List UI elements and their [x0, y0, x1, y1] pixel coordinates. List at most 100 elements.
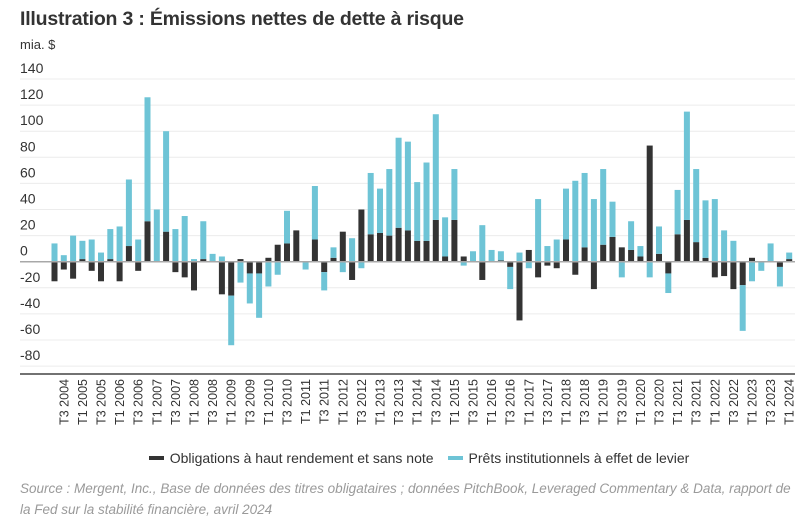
x-tick-label: T3 2005 [95, 379, 109, 425]
x-tick-label: T1 2007 [150, 379, 164, 425]
x-tick-label: T1 2013 [374, 379, 388, 425]
bar-high-yield [423, 240, 430, 262]
bar-leveraged-loans [218, 256, 225, 262]
bar-leveraged-loans [135, 239, 142, 262]
x-tick-label: T1 2021 [671, 379, 685, 425]
bar-leveraged-loans [497, 251, 504, 261]
bar-leveraged-loans [767, 243, 774, 262]
bar-high-yield [311, 239, 318, 262]
x-tick-label: T3 2018 [578, 379, 592, 425]
y-tick-label: 60 [20, 164, 36, 180]
bar-high-yield [116, 261, 123, 282]
bar-leveraged-loans [683, 111, 690, 220]
bar-leveraged-loans [442, 217, 449, 257]
y-tick-label: 120 [20, 86, 44, 102]
x-tick-label: T1 2014 [411, 379, 425, 425]
bar-leveraged-loans [349, 238, 356, 262]
bar-leveraged-loans [590, 199, 597, 262]
x-tick-label: T1 2019 [597, 379, 611, 425]
bar-high-yield [553, 261, 560, 269]
x-tick-label: T1 2005 [76, 379, 90, 425]
bar-leveraged-loans [191, 259, 197, 262]
bar-leveraged-loans [553, 239, 560, 262]
x-tick-label: T1 2011 [299, 379, 313, 424]
bar-leveraged-loans [646, 261, 653, 278]
bar-high-yield [460, 256, 467, 262]
bar-high-yield [702, 257, 709, 262]
bar-high-yield [293, 230, 300, 262]
bar-high-yield [730, 261, 737, 290]
bar-leveraged-loans [70, 235, 77, 262]
x-tick-label: T3 2008 [206, 379, 220, 425]
bar-leveraged-loans [525, 261, 532, 269]
bar-high-yield [98, 261, 104, 282]
bar-high-yield [479, 261, 486, 280]
bar-high-yield [711, 261, 718, 278]
bar-leveraged-loans [758, 261, 765, 271]
x-tick-label: T3 2011 [318, 379, 332, 424]
bar-high-yield [674, 234, 681, 262]
x-tick-label: T3 2017 [541, 379, 555, 425]
bar-leveraged-loans [776, 266, 783, 287]
bar-high-yield [590, 261, 597, 290]
x-tick-label: T3 2015 [467, 379, 481, 425]
bar-high-yield [349, 261, 356, 280]
bar-high-yield [256, 261, 263, 274]
bar-high-yield [516, 261, 523, 321]
bar-high-yield [395, 227, 402, 262]
bar-leveraged-loans [581, 172, 588, 248]
x-tick-label: T1 2023 [746, 379, 760, 425]
bar-leveraged-loans [153, 209, 160, 262]
bar-high-yield [358, 209, 365, 262]
bar-leveraged-loans [358, 261, 365, 269]
bar-leveraged-loans [451, 169, 458, 220]
x-tick-label: T3 2022 [727, 379, 741, 425]
bar-leveraged-loans [479, 225, 486, 262]
y-tick-label: 80 [20, 138, 36, 154]
bar-leveraged-loans [507, 266, 514, 290]
y-tick-label: -40 [20, 295, 40, 311]
bar-high-yield [274, 244, 281, 262]
bar-leveraged-loans [311, 186, 318, 240]
x-tick-label: T3 2021 [690, 379, 704, 425]
legend-swatch-high-yield [148, 456, 164, 460]
bar-leveraged-loans [665, 273, 672, 294]
bar-leveraged-loans [246, 273, 253, 304]
bar-leveraged-loans [265, 261, 272, 287]
bar-leveraged-loans [395, 137, 402, 228]
y-tick-label: -20 [20, 269, 40, 285]
x-tick-label: T1 2022 [708, 379, 722, 425]
bar-leveraged-loans [181, 216, 188, 262]
y-tick-label: 20 [20, 217, 36, 233]
bar-high-yield [404, 230, 411, 262]
bar-high-yield [665, 261, 672, 274]
bar-high-yield [163, 231, 170, 262]
x-tick-label: T1 2016 [485, 379, 499, 425]
x-tick-label: T1 2012 [336, 379, 350, 425]
bar-leveraged-loans [544, 246, 551, 262]
bar-high-yield [191, 261, 197, 291]
bar-high-yield [377, 232, 383, 262]
bar-high-yield [237, 259, 244, 262]
bar-leveraged-loans [702, 200, 709, 258]
bar-leveraged-loans [88, 239, 95, 262]
bar-high-yield [367, 234, 374, 262]
x-tick-label: T1 2009 [225, 379, 239, 425]
bar-leveraged-loans [79, 240, 86, 260]
legend-swatch-leveraged-loans [447, 456, 463, 460]
y-tick-label: 140 [20, 60, 44, 76]
bar-leveraged-loans [637, 246, 644, 257]
bar-leveraged-loans [163, 131, 170, 232]
bar-high-yield [321, 261, 328, 273]
y-tick-label: -80 [20, 347, 40, 363]
bar-high-yield [721, 261, 728, 277]
x-tick-label: T3 2016 [504, 379, 518, 425]
bar-leveraged-loans [656, 226, 662, 254]
legend-label-leveraged-loans: Prêts institutionnels à effet de levier [468, 450, 690, 466]
bar-high-yield [600, 244, 607, 262]
source-note: Source : Mergent, Inc., Base de données … [20, 481, 791, 517]
x-tick-label: T1 2015 [448, 379, 462, 425]
x-tick-label: T1 2010 [262, 379, 276, 425]
bar-high-yield [572, 261, 579, 275]
legend-item-leveraged-loans: Prêts institutionnels à effet de levier [447, 450, 690, 466]
